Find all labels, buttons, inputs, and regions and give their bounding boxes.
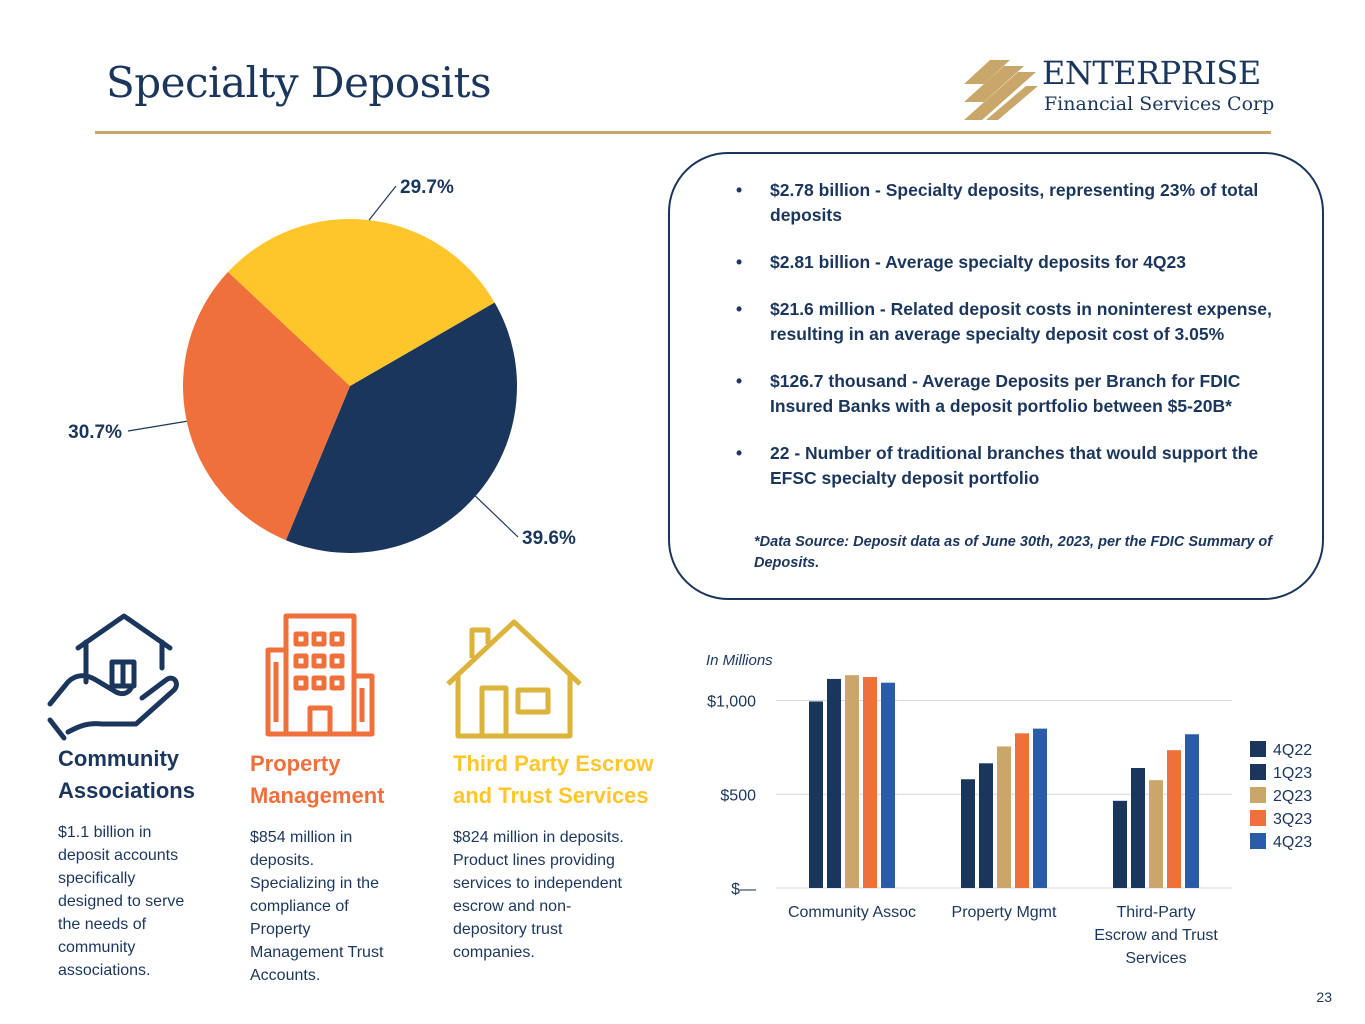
legend-swatch <box>1250 764 1266 780</box>
bar <box>881 682 895 888</box>
x-tick-label: Third-Party Escrow and Trust Services <box>1094 904 1218 967</box>
deposit-mix-pie-chart: 39.6% 30.7% 29.7% <box>68 177 576 553</box>
third-party-escrow-title: Third Party Escrow and Trust Services <box>453 751 654 808</box>
y-axis-label: In Millions <box>706 652 773 669</box>
highlight-item: • $21.6 million - Related deposit costs i… <box>736 299 1272 344</box>
bar <box>827 678 841 888</box>
highlight-item: • $2.81 billion - Average specialty depos… <box>732 250 1272 275</box>
legend-swatch <box>1250 810 1266 826</box>
company-logo: ENTERPRISE Financial Services Corp <box>960 54 1275 124</box>
highlight-item: • $126.7 thousand - Average Deposits per … <box>736 371 1241 416</box>
highlights-box: • $2.78 billion - Specialty deposits, rep… <box>668 152 1324 600</box>
page-title: Specialty Deposits <box>106 58 492 107</box>
bar <box>997 746 1011 888</box>
pie-slice-label: 29.7% <box>400 177 454 198</box>
legend-swatch <box>1250 833 1266 849</box>
highlight-item: • $2.78 billion - Specialty deposits, rep… <box>736 180 1259 225</box>
legend-label: 1Q23 <box>1273 765 1312 782</box>
pie-slice <box>182 271 350 541</box>
bar <box>845 675 859 888</box>
bullet-dot: • <box>736 443 743 463</box>
pie-slice <box>228 218 495 386</box>
bullet-dot: • <box>736 371 743 391</box>
bar <box>1015 733 1029 888</box>
legend-label: 4Q23 <box>1273 834 1312 851</box>
bullet-dot: • <box>736 252 743 272</box>
bar <box>1167 750 1181 888</box>
pie-slice-label: 30.7% <box>68 422 122 443</box>
pie-slice <box>285 302 517 553</box>
pie-leader-line <box>475 495 519 538</box>
legend-label: 3Q23 <box>1273 811 1312 828</box>
logo-name: ENTERPRISE <box>1042 54 1261 92</box>
pie-leader-line <box>127 420 187 432</box>
bullet-dot: • <box>736 299 743 319</box>
bar <box>961 779 975 888</box>
bar <box>1185 734 1199 888</box>
x-tick-label: Community Assoc <box>788 904 916 921</box>
bar <box>863 677 877 888</box>
deposits-by-segment-bar-chart: In Millions $— $500 $1,000 Community Assoc… <box>706 652 1312 967</box>
legend-swatch <box>1250 741 1266 757</box>
bar <box>1131 768 1145 888</box>
legend-label: 4Q22 <box>1273 742 1312 759</box>
bullet-dot: • <box>736 180 743 200</box>
bar <box>809 701 823 888</box>
bar <box>1149 780 1163 888</box>
page-number: 23 <box>1316 989 1332 1005</box>
logo-subtitle: Financial Services Corp <box>1044 93 1275 115</box>
community-associations-description: $1.1 billion in deposit accounts specifi… <box>58 824 185 979</box>
bar <box>1033 728 1047 888</box>
house-icon <box>446 619 582 739</box>
legend-swatch <box>1250 787 1266 803</box>
legend-label: 2Q23 <box>1273 788 1312 805</box>
y-tick-label: $1,000 <box>707 694 756 711</box>
office-building-icon <box>265 613 375 737</box>
pie-leader-line <box>368 185 397 221</box>
header-rule <box>95 131 1271 134</box>
property-management-title: Property Management <box>250 751 385 808</box>
y-tick-label: $500 <box>720 787 756 804</box>
y-tick-label: $— <box>731 881 756 898</box>
highlight-item: • 22 - Number of traditional branches tha… <box>736 443 1259 488</box>
enterprise-stripes-icon <box>964 60 1038 120</box>
data-source-footnote: *Data Source: Deposit data as of June 30… <box>754 534 1273 571</box>
x-tick-label: Property Mgmt <box>952 904 1057 921</box>
property-management-description: $854 million in deposits. Specializing i… <box>250 829 384 984</box>
third-party-escrow-description: $824 million in deposits. Product lines … <box>453 829 624 961</box>
house-in-hand-icon <box>47 613 179 741</box>
pie-slice-label: 39.6% <box>522 528 576 549</box>
bar <box>1113 800 1127 888</box>
bar <box>979 763 993 888</box>
highlights-list: • $2.78 billion - Specialty deposits, rep… <box>732 178 1272 513</box>
community-associations-title: Community Associations <box>58 746 195 803</box>
